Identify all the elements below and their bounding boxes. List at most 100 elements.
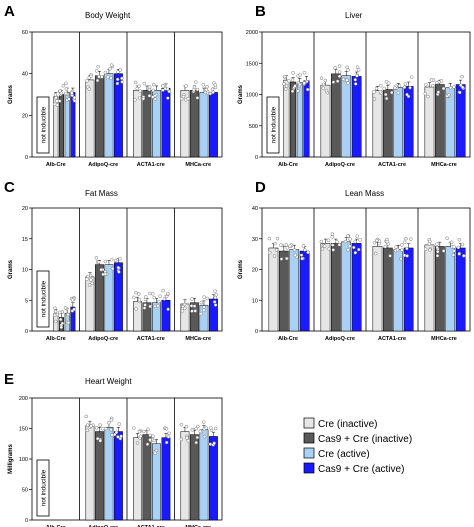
- bar: [299, 250, 310, 332]
- data-point: [144, 295, 148, 299]
- data-point: [95, 78, 100, 83]
- data-point: [457, 238, 462, 242]
- data-point: [337, 70, 342, 74]
- data-point: [346, 248, 350, 252]
- bar: [161, 437, 171, 521]
- group-label: ACTA1-cre: [137, 162, 165, 168]
- data-point: [441, 86, 446, 91]
- data-point: [357, 247, 361, 252]
- bar: [161, 300, 171, 332]
- bar: [190, 90, 199, 158]
- data-point: [335, 79, 340, 83]
- data-point: [290, 89, 295, 94]
- data-point: [298, 82, 302, 87]
- data-point: [103, 426, 108, 431]
- data-point: [445, 236, 449, 240]
- data-point: [70, 298, 75, 302]
- data-point: [167, 431, 171, 436]
- data-point: [462, 254, 466, 258]
- data-point: [343, 239, 348, 244]
- data-point: [410, 75, 414, 79]
- group-label: MHCa-cre: [431, 336, 457, 342]
- data-point: [85, 428, 90, 433]
- data-point: [138, 89, 142, 93]
- data-point: [346, 68, 350, 72]
- data-point: [117, 270, 121, 274]
- bar: [434, 246, 445, 332]
- bar: [59, 94, 65, 158]
- data-point: [441, 249, 446, 253]
- not-inducible-box: [36, 459, 50, 517]
- data-point: [282, 82, 286, 86]
- data-point: [300, 256, 304, 261]
- data-point: [408, 86, 412, 90]
- data-point: [303, 248, 307, 252]
- data-point: [141, 96, 146, 101]
- data-point: [403, 82, 408, 86]
- data-point: [279, 243, 283, 247]
- data-point: [59, 91, 64, 96]
- data-point: [400, 243, 404, 247]
- data-point: [322, 244, 327, 248]
- data-point: [268, 250, 272, 255]
- bar: [424, 244, 435, 332]
- data-point: [148, 304, 152, 309]
- data-point: [103, 259, 107, 264]
- data-point: [53, 313, 57, 318]
- data-point: [195, 87, 200, 92]
- bar: [372, 246, 383, 332]
- data-point: [283, 87, 288, 91]
- bar: [424, 86, 435, 158]
- bar: [180, 431, 190, 521]
- not-inducible-label: not inducible: [270, 106, 277, 143]
- data-point: [213, 426, 218, 431]
- data-point: [132, 426, 136, 430]
- data-point: [166, 307, 170, 311]
- data-point: [103, 70, 108, 75]
- group-label: ACTA1-cre: [137, 525, 165, 527]
- bar: [351, 243, 362, 332]
- y-tick-label: 50: [22, 488, 28, 494]
- data-point: [335, 240, 339, 244]
- data-point: [87, 283, 92, 287]
- data-point: [375, 238, 379, 243]
- data-point: [185, 436, 189, 440]
- data-point: [116, 435, 120, 439]
- data-point: [110, 266, 115, 271]
- data-point: [198, 429, 203, 434]
- bar: [341, 75, 352, 158]
- data-point: [142, 429, 146, 434]
- bar: [142, 434, 152, 521]
- data-point: [179, 437, 184, 441]
- data-point: [118, 256, 122, 261]
- data-point: [290, 78, 295, 82]
- y-axis-label: Grams: [238, 259, 244, 279]
- panel-letter: E: [4, 371, 14, 388]
- y-tick-label: 0: [25, 518, 28, 524]
- data-point: [387, 81, 391, 85]
- bar: [283, 79, 290, 158]
- data-point: [94, 256, 99, 260]
- data-point: [195, 435, 200, 440]
- data-point: [94, 69, 99, 73]
- panel-letter: D: [255, 179, 266, 196]
- data-point: [153, 451, 157, 456]
- data-point: [64, 91, 68, 96]
- data-point: [109, 63, 114, 67]
- data-point: [208, 91, 213, 96]
- data-point: [385, 239, 389, 244]
- data-point: [120, 76, 124, 81]
- data-point: [209, 426, 213, 430]
- data-point: [305, 87, 310, 92]
- data-point: [109, 427, 113, 432]
- data-point: [435, 245, 439, 250]
- data-point: [404, 236, 408, 241]
- data-point: [337, 74, 342, 78]
- data-point: [393, 86, 397, 90]
- data-point: [424, 82, 428, 87]
- data-point: [107, 420, 111, 425]
- data-point: [284, 84, 289, 88]
- data-point: [186, 438, 190, 443]
- data-point: [208, 442, 212, 446]
- y-tick-label: 1000: [246, 93, 258, 99]
